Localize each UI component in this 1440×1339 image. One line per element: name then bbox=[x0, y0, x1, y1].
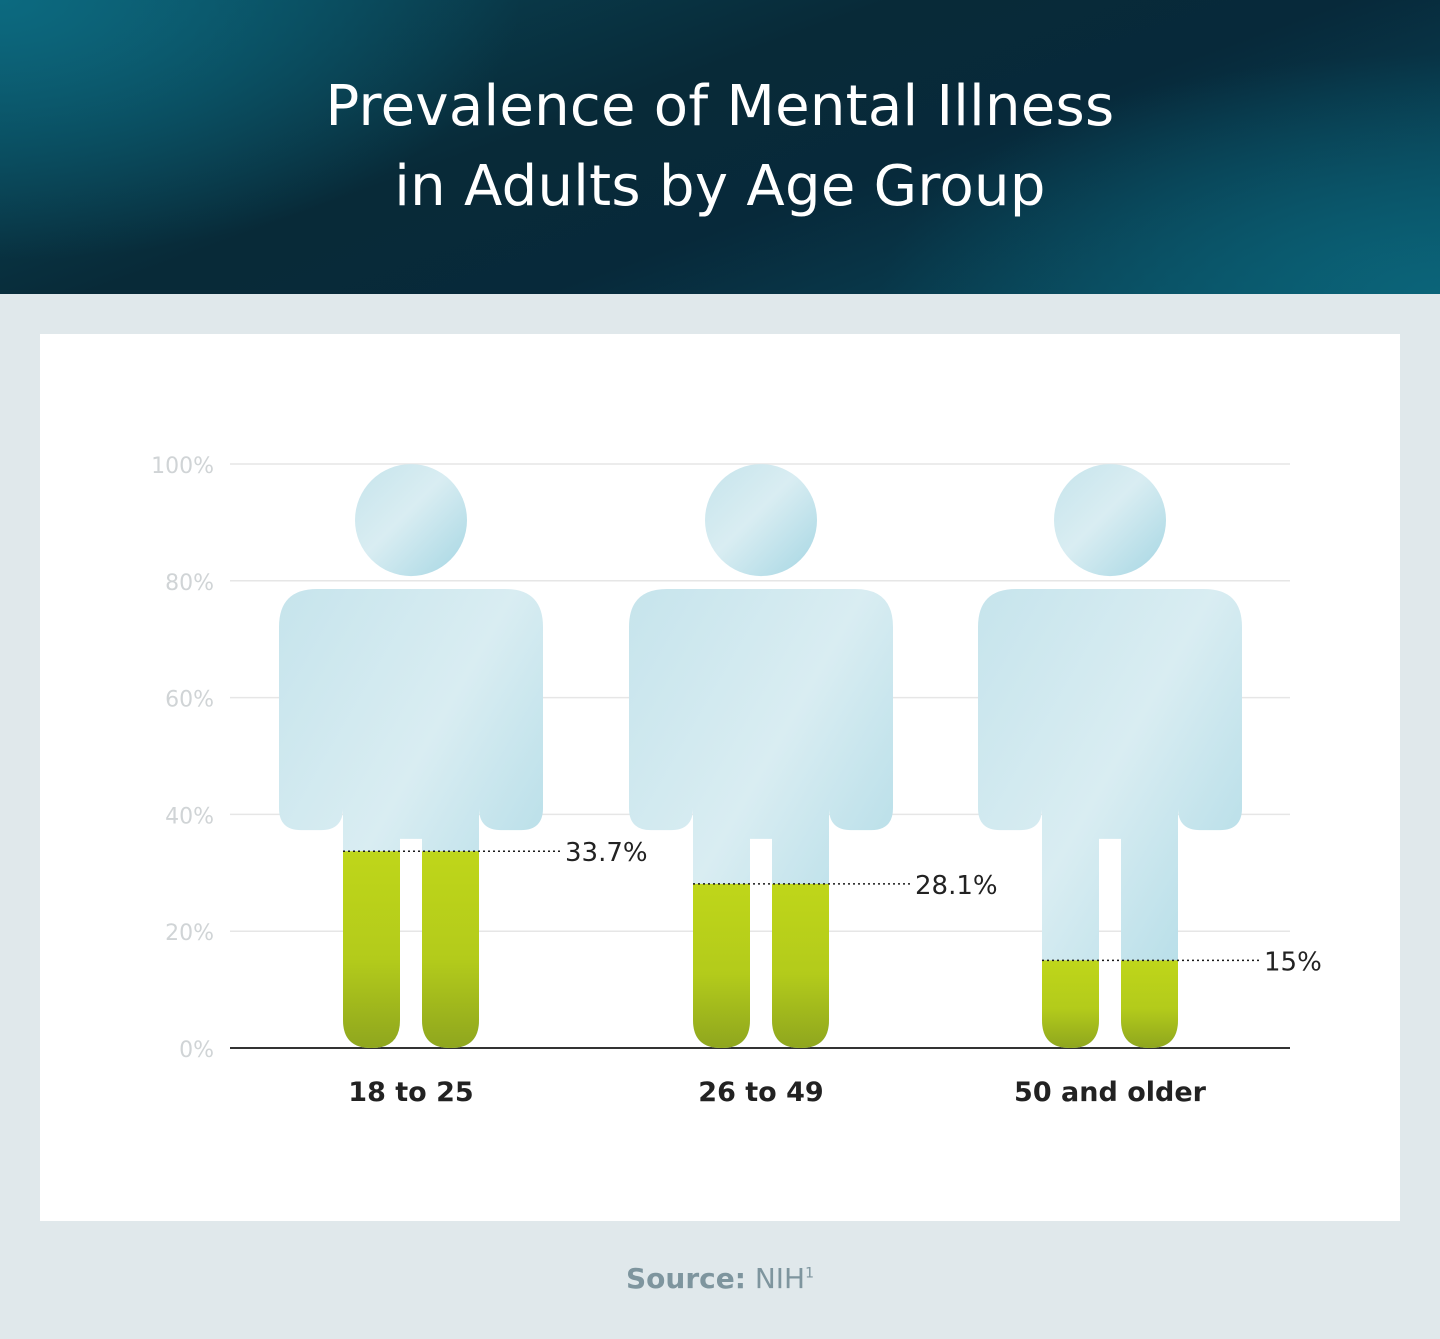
bar-fill-left-leg bbox=[1042, 960, 1099, 1048]
chart: 0% 20% 40% 60% 80% 100% 33.7% 18 to 25 28.1% 26 … bbox=[151, 454, 1322, 1108]
figure-head bbox=[705, 464, 817, 577]
y-tick-label: 100% bbox=[151, 454, 214, 479]
labels-layer: 33.7% 18 to 25 28.1% 26 to 49 15% 50 and olde… bbox=[343, 838, 1322, 1108]
title-line-2: in Adults by Age Group bbox=[394, 154, 1046, 219]
figure-body bbox=[279, 588, 543, 1048]
category-label: 50 and older bbox=[1014, 1077, 1207, 1108]
header: Prevalence of Mental Illness in Adults b… bbox=[0, 0, 1440, 294]
category-label: 26 to 49 bbox=[698, 1077, 823, 1108]
bar-fill-right-leg bbox=[422, 851, 479, 1048]
data-label: 15% bbox=[1264, 947, 1322, 977]
data-label: 28.1% bbox=[915, 871, 998, 901]
figure-group bbox=[279, 464, 543, 1048]
category-label: 18 to 25 bbox=[348, 1077, 473, 1108]
figure-body bbox=[629, 588, 893, 1048]
figure-group bbox=[629, 464, 893, 1048]
bar-fill-left-leg bbox=[343, 851, 400, 1048]
chart-card: 0% 20% 40% 60% 80% 100% 33.7% 18 to 25 28.1% 26 … bbox=[40, 334, 1400, 1221]
source-note: Source: NIH1 bbox=[0, 1262, 1440, 1295]
figures-layer bbox=[279, 464, 1242, 1048]
y-tick-label: 0% bbox=[179, 1038, 214, 1063]
source-name: NIH bbox=[754, 1262, 806, 1295]
y-tick-label: 60% bbox=[165, 688, 214, 713]
data-label: 33.7% bbox=[565, 838, 648, 868]
title-line-1: Prevalence of Mental Illness bbox=[325, 74, 1115, 139]
figure-body bbox=[978, 588, 1242, 1048]
bar-fill-right-leg bbox=[772, 883, 829, 1048]
y-tick-label: 80% bbox=[165, 571, 214, 596]
figure-head bbox=[355, 464, 467, 577]
bar-fill-left-leg bbox=[693, 883, 750, 1048]
y-tick-label: 40% bbox=[165, 804, 214, 829]
bar-fill-right-leg bbox=[1121, 960, 1178, 1048]
y-tick-label: 20% bbox=[165, 921, 214, 946]
source-label: Source: bbox=[625, 1262, 746, 1295]
figure-head bbox=[1054, 464, 1166, 577]
source-footnote: 1 bbox=[805, 1265, 815, 1282]
figure-group bbox=[978, 464, 1242, 1048]
page-title: Prevalence of Mental Illness in Adults b… bbox=[325, 67, 1114, 227]
